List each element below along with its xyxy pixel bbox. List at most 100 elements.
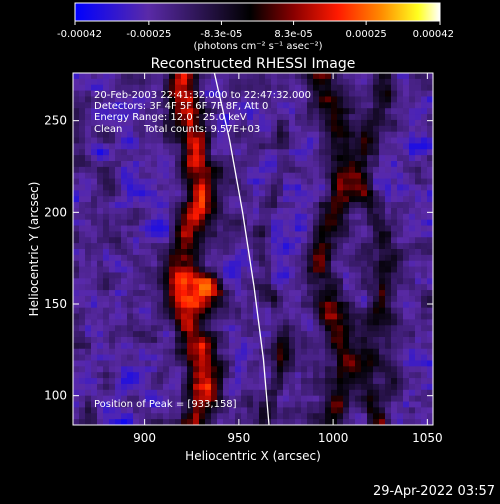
heatmap-cell xyxy=(337,143,344,150)
heatmap-cell xyxy=(85,342,92,350)
heatmap-cell xyxy=(319,78,326,86)
heatmap-cell xyxy=(133,108,140,115)
heatmap-cell xyxy=(229,366,236,373)
heatmap-cell xyxy=(403,366,410,373)
heatmap-cell xyxy=(343,172,350,179)
heatmap-cell xyxy=(343,360,350,367)
heatmap-cell xyxy=(115,207,122,215)
heatmap-cell xyxy=(115,348,122,355)
heatmap-cell xyxy=(337,178,344,185)
heatmap-cell xyxy=(403,319,410,326)
heatmap-cell xyxy=(73,254,80,262)
heatmap-cell xyxy=(337,184,344,191)
heatmap-cell xyxy=(223,260,230,267)
heatmap-cell xyxy=(277,131,284,138)
heatmap-cell xyxy=(379,313,386,320)
heatmap-cell xyxy=(103,331,110,338)
heatmap-cell xyxy=(409,131,416,138)
heatmap-cell xyxy=(139,149,146,156)
heatmap-cell xyxy=(271,254,278,262)
heatmap-cell xyxy=(271,290,278,297)
heatmap-cell xyxy=(79,178,86,185)
heatmap-cell xyxy=(217,389,224,397)
heatmap-cell xyxy=(163,90,170,97)
heatmap-cell xyxy=(139,243,146,250)
heatmap-cell xyxy=(301,419,308,425)
heatmap-cell xyxy=(295,307,302,314)
heatmap-cell xyxy=(133,313,140,320)
heatmap-cell xyxy=(421,372,428,379)
heatmap-cell xyxy=(343,366,350,373)
heatmap-cell xyxy=(121,366,128,373)
heatmap-cell xyxy=(145,196,152,203)
heatmap-cell xyxy=(361,313,368,320)
heatmap-cell xyxy=(403,114,410,121)
annotation-peak: Position of Peak = [933,158] xyxy=(94,399,237,410)
heatmap-cell xyxy=(199,90,206,97)
heatmap-cell xyxy=(187,90,194,97)
heatmap-cell xyxy=(103,78,110,86)
heatmap-cell xyxy=(211,307,218,314)
heatmap-cell xyxy=(169,243,176,250)
heatmap-cell xyxy=(331,225,338,232)
heatmap-cell xyxy=(391,331,398,338)
heatmap-cell xyxy=(397,272,404,279)
heatmap-cell xyxy=(307,184,314,191)
heatmap-cell xyxy=(421,284,428,291)
heatmap-cell xyxy=(361,184,368,191)
heatmap-cell xyxy=(301,202,308,209)
heatmap-cell xyxy=(277,137,284,144)
heatmap-cell xyxy=(97,96,104,103)
heatmap-cell xyxy=(277,184,284,191)
heatmap-cell xyxy=(367,225,374,232)
solar-limb-line xyxy=(213,73,270,425)
heatmap-cell xyxy=(277,372,284,379)
heatmap-cell xyxy=(247,342,254,350)
heatmap-cell xyxy=(259,237,266,244)
heatmap-cell xyxy=(343,102,350,109)
heatmap-cell xyxy=(343,207,350,215)
heatmap-cell xyxy=(103,407,110,414)
y-tick-label: 100 xyxy=(44,389,67,403)
heatmap-cell xyxy=(211,372,218,379)
heatmap-cell xyxy=(175,249,182,256)
heatmap-cell xyxy=(187,161,194,168)
heatmap-cell xyxy=(145,213,152,221)
heatmap-cell xyxy=(379,342,386,350)
heatmap-cell xyxy=(163,184,170,191)
heatmap-cell xyxy=(169,137,176,144)
heatmap-cell xyxy=(157,407,164,414)
heatmap-cell xyxy=(409,331,416,338)
heatmap-cell xyxy=(409,366,416,373)
heatmap-cell xyxy=(325,114,332,121)
heatmap-cell xyxy=(109,172,116,179)
heatmap-cell xyxy=(205,90,212,97)
heatmap-cell xyxy=(265,114,272,121)
heatmap-cell xyxy=(271,284,278,291)
heatmap-cell xyxy=(103,307,110,314)
heatmap-cell xyxy=(163,378,170,385)
heatmap-cell xyxy=(103,354,110,361)
heatmap-cell xyxy=(301,161,308,168)
heatmap-cell xyxy=(247,284,254,291)
heatmap-cell xyxy=(97,125,104,133)
heatmap-cell xyxy=(331,383,338,391)
heatmap-cell xyxy=(127,219,134,226)
heatmap-cell xyxy=(349,172,356,179)
heatmap-cell xyxy=(271,84,278,91)
heatmap-cell xyxy=(103,366,110,373)
heatmap-cell xyxy=(205,114,212,121)
heatmap-cell xyxy=(211,96,218,103)
heatmap-cell xyxy=(325,272,332,279)
heatmap-cell xyxy=(79,172,86,179)
heatmap-cell xyxy=(355,114,362,121)
heatmap-cell xyxy=(253,78,260,86)
heatmap-cell xyxy=(271,272,278,279)
heatmap-cell xyxy=(247,102,254,109)
heatmap-cell xyxy=(169,254,176,262)
heatmap-cell xyxy=(415,313,422,320)
heatmap-cell xyxy=(253,266,260,273)
heatmap-cell xyxy=(187,272,194,279)
heatmap-cell xyxy=(127,78,134,86)
heatmap-cell xyxy=(337,419,344,425)
